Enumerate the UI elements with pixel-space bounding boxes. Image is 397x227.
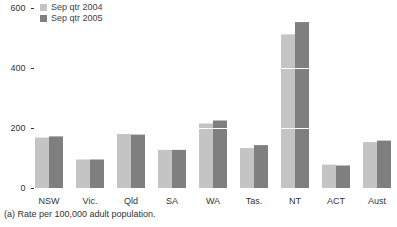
svg-text:Tas.: Tas. (246, 196, 263, 206)
svg-text:NSW: NSW (39, 196, 61, 206)
svg-text:NT: NT (289, 196, 301, 206)
svg-text:Aust: Aust (368, 196, 387, 206)
svg-text:Vic.: Vic. (83, 196, 98, 206)
svg-text:ACT: ACT (327, 196, 346, 206)
html-text:(a) Rate per 100,000 adult pop: (a) Rate per 100,000 adult population. (4, 209, 156, 219)
svg-text:Qld: Qld (124, 196, 138, 206)
html-text:Sep qtr 2004: Sep qtr 2004 (51, 2, 103, 12)
html-text:Sep qtr 2005: Sep qtr 2005 (51, 13, 103, 23)
svg-text:SA: SA (166, 196, 178, 206)
svg-text:WA: WA (206, 196, 220, 206)
svg-text:600: 600 (10, 3, 25, 13)
svg-text:400: 400 (10, 63, 25, 73)
svg-text:200: 200 (10, 123, 25, 133)
svg-text:0: 0 (20, 183, 25, 193)
